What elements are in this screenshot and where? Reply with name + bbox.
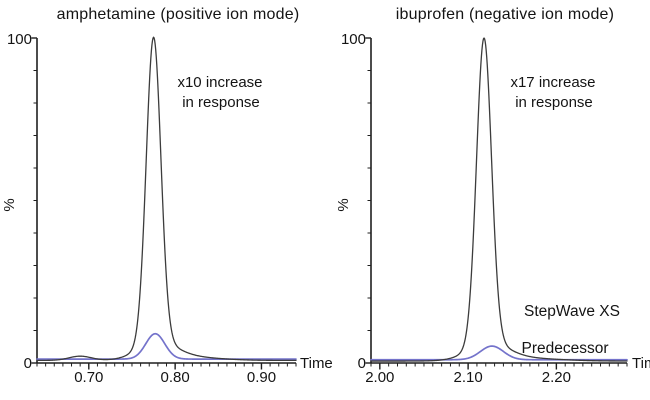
y-min-tick-label: 0 xyxy=(24,355,32,372)
legend-predecessor: Predecessor xyxy=(521,340,608,357)
x-tick-label: 2.20 xyxy=(542,369,571,386)
y-max-tick-label: 100 xyxy=(341,31,366,48)
y-axis-label: % xyxy=(335,198,352,211)
x-tick-label: 2.10 xyxy=(453,369,482,386)
annotation-increase-line2: in response xyxy=(182,94,260,111)
stepwave-xs-trace xyxy=(370,37,628,362)
chart-title-ibuprofen: ibuprofen (negative ion mode) xyxy=(396,6,614,23)
y-min-tick-label: 0 xyxy=(358,355,366,372)
x-axis-label: Time xyxy=(300,355,333,372)
panel-amphetamine: amphetamine (positive ion mode) 100 0 % … xyxy=(1,6,333,386)
axis-ticks xyxy=(31,37,297,370)
predecessor-trace xyxy=(370,345,628,361)
stepwave-xs-trace xyxy=(36,36,297,362)
chart-title-amphetamine: amphetamine (positive ion mode) xyxy=(57,6,300,23)
legend-stepwave-xs: StepWave XS xyxy=(524,303,620,320)
y-axis-label: % xyxy=(1,198,18,211)
x-tick-label: 0.70 xyxy=(74,369,103,386)
predecessor-trace xyxy=(36,332,297,360)
panel-ibuprofen: ibuprofen (negative ion mode) 100 0 % 2.… xyxy=(335,6,650,386)
y-max-tick-label: 100 xyxy=(7,31,32,48)
x-axis-label: Time xyxy=(632,355,650,372)
x-tick-label: 0.80 xyxy=(160,369,189,386)
x-tick-label: 0.90 xyxy=(247,369,276,386)
annotation-increase-line1: x17 increase xyxy=(510,74,595,91)
x-tick-label: 2.00 xyxy=(365,369,394,386)
annotation-increase-line2: in response xyxy=(515,94,593,111)
axis-ticks xyxy=(365,37,628,370)
annotation-increase-line1: x10 increase xyxy=(177,74,262,91)
